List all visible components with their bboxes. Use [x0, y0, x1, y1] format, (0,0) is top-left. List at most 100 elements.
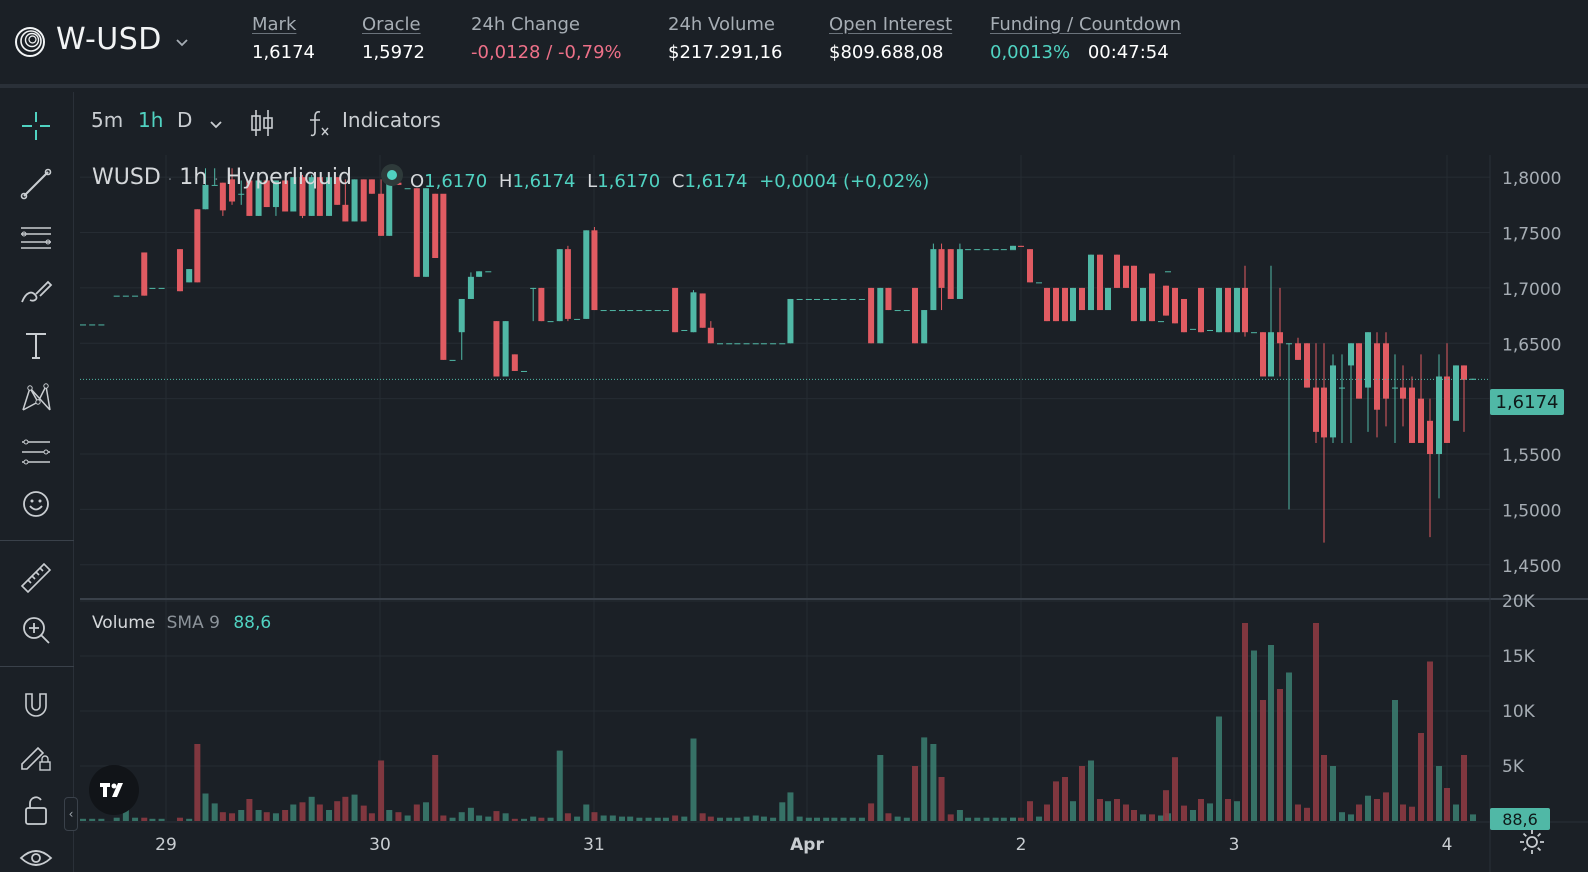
- crosshair-tool[interactable]: [14, 104, 58, 148]
- candle-body: [238, 193, 245, 195]
- candle-body: [458, 298, 465, 333]
- magnet-tool[interactable]: [14, 682, 58, 726]
- chevron-down-icon[interactable]: [174, 34, 190, 50]
- candle-body: [779, 343, 786, 345]
- candle-body: [813, 298, 820, 300]
- volume-bar: [440, 815, 447, 821]
- candle-body: [1234, 287, 1240, 333]
- candle-body: [502, 321, 509, 377]
- volume-bar: [1470, 814, 1476, 821]
- volume-bar: [395, 812, 402, 821]
- volume-bar: [219, 812, 226, 821]
- horizontal-lines-tool[interactable]: [14, 216, 58, 260]
- volume-bar: [1242, 623, 1248, 821]
- volume-bar: [458, 812, 465, 821]
- emoji-tool[interactable]: [14, 482, 58, 526]
- volume-bar: [583, 804, 590, 821]
- settings-icon[interactable]: [1518, 828, 1546, 856]
- volume-bar: [840, 817, 847, 821]
- candle-body: [1140, 287, 1146, 322]
- candle-body: [1158, 321, 1164, 323]
- interval-1h[interactable]: 1h: [138, 108, 164, 132]
- brush-tool[interactable]: [14, 270, 58, 314]
- volume-bar: [511, 818, 518, 821]
- volume-bar: [1053, 781, 1059, 821]
- candle-body: [449, 359, 456, 361]
- volume-bar: [1304, 807, 1310, 821]
- volume-bar: [1427, 661, 1433, 821]
- close-value: 1,6174: [684, 171, 748, 192]
- candle-body: [699, 293, 706, 328]
- tradingview-logo[interactable]: [89, 765, 139, 815]
- candle-body: [299, 177, 306, 216]
- interval-5m[interactable]: 5m: [91, 108, 124, 132]
- volume-bar: [770, 817, 777, 821]
- function-icon[interactable]: [306, 108, 332, 138]
- stat-label[interactable]: Mark: [252, 14, 297, 35]
- volume-bar: [1225, 799, 1231, 821]
- candle-body: [983, 249, 990, 251]
- lock-all-tool[interactable]: [14, 788, 58, 832]
- price-chart[interactable]: 1,80001,75001,70001,65001,60001,55001,50…: [80, 155, 1588, 872]
- candle-body: [1172, 287, 1178, 324]
- candle-body: [263, 180, 270, 208]
- volume-bar: [122, 807, 129, 821]
- volume-bar: [1172, 757, 1178, 821]
- candle-body: [219, 182, 226, 211]
- volume-bar: [449, 817, 456, 821]
- volume-bar: [1079, 766, 1085, 821]
- volume-bar: [176, 817, 183, 821]
- volume-bar: [493, 811, 500, 821]
- candle-body: [903, 310, 910, 312]
- candle-body: [877, 287, 884, 344]
- volume-bar: [1313, 623, 1319, 821]
- volume-bar: [476, 815, 483, 821]
- zoom-tool[interactable]: [14, 608, 58, 652]
- candle-body: [1165, 271, 1171, 273]
- stat-label[interactable]: Open Interest: [829, 14, 953, 35]
- projection-tool[interactable]: [14, 430, 58, 474]
- volume-bar: [938, 777, 945, 821]
- chevron-down-icon[interactable]: [207, 116, 225, 132]
- candle-body: [1070, 287, 1076, 322]
- candle-body: [770, 343, 777, 345]
- volume-bar: [1114, 799, 1120, 821]
- chart-legend: WUSD · 1h · Hyperliquid: [92, 164, 415, 190]
- candle-body: [1053, 287, 1059, 322]
- volume-bar: [423, 802, 430, 821]
- volume-bar: [299, 802, 306, 821]
- candle-body: [404, 188, 411, 190]
- stat-label[interactable]: Funding / Countdown: [990, 14, 1181, 35]
- text-tool[interactable]: [14, 324, 58, 368]
- stat-label[interactable]: Oracle: [362, 14, 421, 35]
- candle-body: [591, 230, 598, 311]
- candle-body: [965, 249, 972, 251]
- candle-body: [574, 318, 581, 320]
- candlestick-type-icon[interactable]: [249, 108, 275, 138]
- lock-drawing-tool[interactable]: [14, 734, 58, 778]
- market-symbol-selector[interactable]: W-USD: [56, 22, 162, 57]
- price-tick-label: 1,4500: [1502, 557, 1561, 577]
- candle-body: [1181, 298, 1187, 333]
- pattern-tool[interactable]: [14, 376, 58, 420]
- candle-body: [1348, 343, 1354, 366]
- collapse-toolbar-button[interactable]: ‹: [64, 797, 78, 831]
- trend-line-tool[interactable]: [14, 162, 58, 206]
- chart-canvas[interactable]: 1,80001,75001,70001,65001,60001,55001,50…: [80, 155, 1588, 872]
- hide-drawings-tool[interactable]: [14, 836, 58, 872]
- indicators-button[interactable]: Indicators: [342, 108, 441, 132]
- current-volume-tag: 88,6: [1490, 808, 1550, 830]
- volume-bar: [787, 792, 794, 821]
- measure-tool[interactable]: [14, 556, 58, 600]
- candle-body: [726, 343, 733, 345]
- candle-body: [423, 188, 430, 277]
- volume-bar: [619, 816, 626, 821]
- interval-d[interactable]: D: [177, 108, 193, 132]
- candle-body: [378, 193, 385, 236]
- candle-body: [1242, 287, 1248, 333]
- stat-open-interest: Open Interest $809.688,08: [829, 14, 952, 63]
- volume-bar: [717, 817, 724, 821]
- candle-body: [831, 298, 838, 300]
- volume-bar: [1461, 755, 1467, 821]
- volume-bar: [591, 812, 598, 821]
